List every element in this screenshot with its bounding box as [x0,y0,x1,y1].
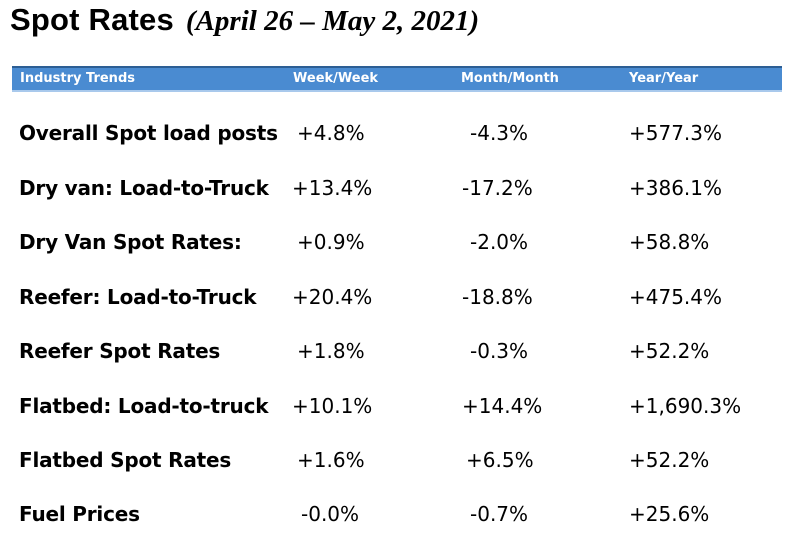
row-label: Dry Van Spot Rates: [19,230,242,254]
year-value: +1,690.3% [629,394,742,418]
week-value: +4.8% [297,121,365,145]
year-value: +25.6% [629,502,710,526]
month-value: -0.3% [470,339,529,363]
row-label: Dry van: Load-to-Truck [19,176,269,200]
year-value: +386.1% [629,176,723,200]
row-label: Reefer: Load-to-Truck [19,285,257,309]
table-row: Flatbed: Load-to-truck +10.1% +14.4% +1,… [0,388,786,428]
table-row: Dry Van Spot Rates: +0.9% -2.0% +58.8% [0,224,786,264]
title-main: Spot Rates [10,2,174,37]
year-value: +577.3% [629,121,723,145]
table-row: Overall Spot load posts +4.8% -4.3% +577… [0,115,786,155]
header-industry-trends: Industry Trends [20,71,135,86]
title-date-range: (April 26 – May 2, 2021) [185,5,480,37]
year-value: +52.2% [629,339,710,363]
month-value: -18.8% [462,285,533,309]
month-value: +6.5% [466,448,534,472]
month-value: -17.2% [462,176,533,200]
row-label: Flatbed Spot Rates [19,448,232,472]
table-row: Fuel Prices -0.0% -0.7% +25.6% [0,496,786,536]
month-value: -2.0% [470,230,529,254]
week-value: +1.8% [297,339,365,363]
year-value: +475.4% [629,285,723,309]
year-value: +58.8% [629,230,710,254]
table-row: Reefer Spot Rates +1.8% -0.3% +52.2% [0,333,786,373]
row-label: Flatbed: Load-to-truck [19,394,269,418]
table-header: Industry Trends Week/Week Month/Month Ye… [12,66,782,92]
month-value: -0.7% [470,502,529,526]
month-value: +14.4% [462,394,543,418]
page-title: Spot Rates (April 26 – May 2, 2021) [10,2,780,54]
week-value: -0.0% [301,502,360,526]
row-label: Fuel Prices [19,502,140,526]
week-value: +10.1% [292,394,373,418]
table-row: Reefer: Load-to-Truck +20.4% -18.8% +475… [0,279,786,319]
table-row: Dry van: Load-to-Truck +13.4% -17.2% +38… [0,170,786,210]
row-label: Reefer Spot Rates [19,339,221,363]
week-value: +1.6% [297,448,365,472]
week-value: +0.9% [297,230,365,254]
week-value: +13.4% [292,176,373,200]
week-value: +20.4% [292,285,373,309]
row-label: Overall Spot load posts [19,121,278,145]
header-year-year: Year/Year [629,71,699,86]
header-month-month: Month/Month [461,71,559,86]
month-value: -4.3% [470,121,529,145]
year-value: +52.2% [629,448,710,472]
header-week-week: Week/Week [293,71,379,86]
table-row: Flatbed Spot Rates +1.6% +6.5% +52.2% [0,442,786,482]
